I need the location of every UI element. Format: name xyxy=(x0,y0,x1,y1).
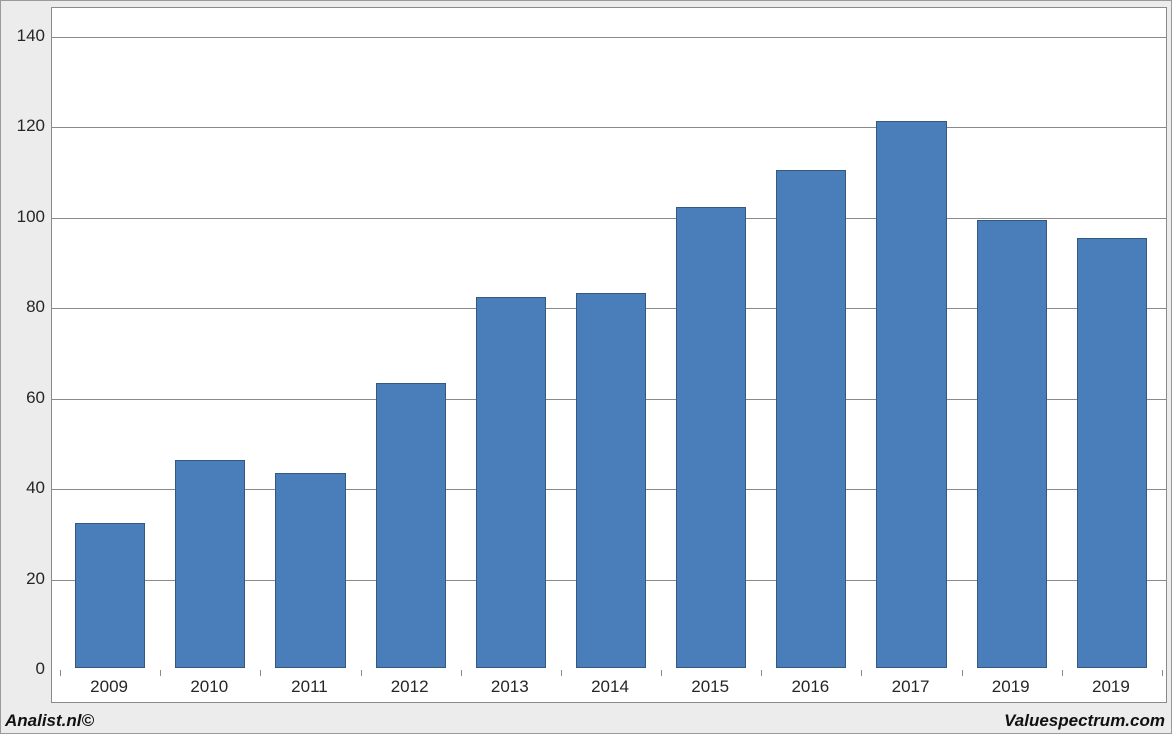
x-tick-label: 2017 xyxy=(892,677,930,697)
x-tick-label: 2014 xyxy=(591,677,629,697)
bar xyxy=(476,297,546,668)
bar xyxy=(676,207,746,668)
x-tick-mark xyxy=(561,670,562,676)
bar xyxy=(576,293,646,669)
y-tick-label: 20 xyxy=(26,569,45,589)
x-tick-label: 2011 xyxy=(291,677,328,697)
x-tick-label: 2010 xyxy=(190,677,228,697)
bar xyxy=(1077,238,1147,668)
x-tick-mark xyxy=(1162,670,1163,676)
bar xyxy=(175,460,245,668)
bar xyxy=(75,523,145,668)
gridline xyxy=(52,218,1166,219)
y-tick-label: 40 xyxy=(26,478,45,498)
x-tick-mark xyxy=(361,670,362,676)
y-tick-label: 80 xyxy=(26,297,45,317)
gridline xyxy=(52,37,1166,38)
x-tick-mark xyxy=(962,670,963,676)
x-tick-mark xyxy=(1062,670,1063,676)
bar xyxy=(376,383,446,668)
x-tick-mark xyxy=(461,670,462,676)
x-tick-label: 2019 xyxy=(992,677,1030,697)
x-tick-mark xyxy=(661,670,662,676)
y-tick-label: 120 xyxy=(17,116,45,136)
y-tick-label: 100 xyxy=(17,207,45,227)
footer-left: Analist.nl© xyxy=(5,711,94,731)
x-tick-label: 2019 xyxy=(1092,677,1130,697)
y-tick-label: 60 xyxy=(26,388,45,408)
x-tick-label: 2009 xyxy=(90,677,128,697)
y-tick-label: 0 xyxy=(36,659,45,679)
x-tick-label: 2015 xyxy=(691,677,729,697)
bar xyxy=(977,220,1047,668)
x-tick-mark xyxy=(861,670,862,676)
x-tick-mark xyxy=(160,670,161,676)
x-tick-label: 2013 xyxy=(491,677,529,697)
bar xyxy=(876,121,946,668)
y-tick-label: 140 xyxy=(17,26,45,46)
bar xyxy=(776,170,846,668)
footer-right: Valuespectrum.com xyxy=(1004,711,1165,731)
x-tick-mark xyxy=(260,670,261,676)
x-tick-label: 2016 xyxy=(791,677,829,697)
chart-container: 0 20 40 60 80 100 120 140 2009 2010 2011 2012 2013 20… xyxy=(0,0,1172,734)
gridline xyxy=(52,127,1166,128)
x-tick-mark xyxy=(60,670,61,676)
plot-frame xyxy=(51,7,1167,703)
bar xyxy=(275,473,345,668)
x-tick-label: 2012 xyxy=(391,677,429,697)
x-tick-mark xyxy=(761,670,762,676)
